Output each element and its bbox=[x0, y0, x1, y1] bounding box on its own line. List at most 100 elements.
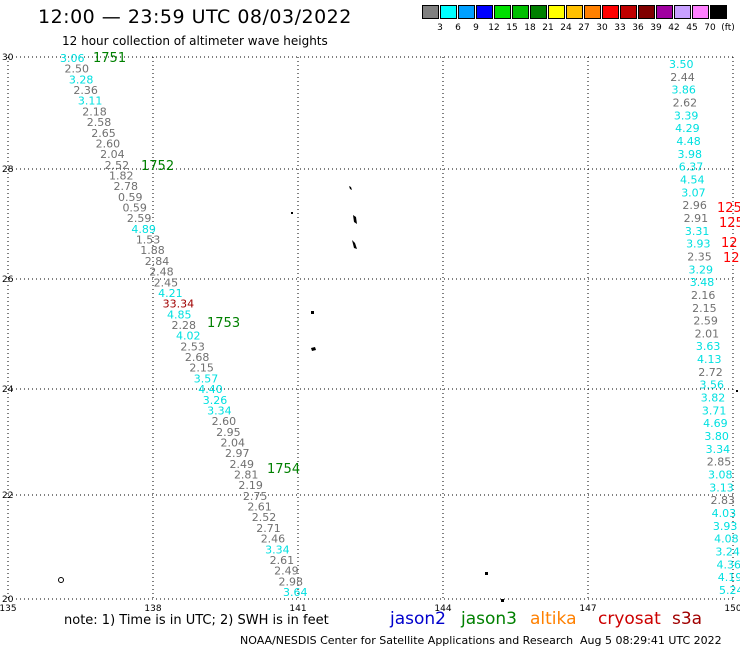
legend-label: 18 bbox=[524, 23, 536, 33]
pass-time-label: 1754 bbox=[267, 462, 300, 477]
wave-height-value: 4.13 bbox=[697, 353, 722, 366]
wave-height-value: 2.18 bbox=[82, 105, 107, 118]
wave-height-value: 3.39 bbox=[674, 109, 699, 122]
credit-text: NOAA/NESDIS Center for Satellite Applica… bbox=[240, 634, 574, 647]
wave-height-value: 2.60 bbox=[96, 137, 121, 150]
wave-height-value: 1.88 bbox=[140, 244, 165, 257]
wave-height-value: 2.04 bbox=[221, 436, 246, 449]
wave-height-value: 2.48 bbox=[149, 266, 174, 279]
wave-height-value: 3.86 bbox=[671, 84, 696, 97]
mission-label-s3a: s3a bbox=[672, 609, 703, 629]
island bbox=[485, 572, 488, 575]
wave-height-value: 2.72 bbox=[698, 366, 723, 379]
wave-height-value: 2.75 bbox=[243, 490, 267, 503]
legend-label: 30 bbox=[596, 23, 608, 33]
wave-height-value: 4.36 bbox=[717, 558, 740, 571]
wave-height-value: 2.16 bbox=[691, 289, 716, 302]
island bbox=[311, 311, 314, 314]
wave-height-value: 4.89 bbox=[131, 223, 156, 236]
wave-height-value: 3.93 bbox=[686, 238, 711, 251]
legend-label: 6 bbox=[455, 23, 461, 33]
wave-height-value: 3.63 bbox=[696, 340, 721, 353]
pass-time-label: 125 bbox=[719, 216, 740, 231]
wave-height-value: 4.85 bbox=[167, 308, 192, 321]
legend-swatch bbox=[710, 5, 727, 19]
wave-height-value: 3.29 bbox=[689, 263, 714, 276]
y-tick-label: 24 bbox=[2, 385, 14, 395]
legend-label: 39 bbox=[650, 23, 662, 33]
wave-height-value: 3.80 bbox=[704, 430, 729, 443]
wave-height-value: 2.49 bbox=[274, 565, 299, 578]
pass-time-label: 12 bbox=[721, 236, 738, 251]
x-tick-label: 150 bbox=[724, 604, 740, 614]
legend-label: 45 bbox=[686, 23, 698, 33]
wave-height-value: 2.62 bbox=[673, 96, 698, 109]
wave-height-value: 3.34 bbox=[265, 543, 290, 556]
wave-height-value: 3.64 bbox=[283, 586, 308, 599]
wave-height-value: 2.65 bbox=[91, 127, 116, 140]
wave-height-value: 2.04 bbox=[100, 148, 125, 161]
legend-swatch bbox=[458, 5, 475, 19]
map-grid bbox=[7, 56, 734, 600]
wave-height-value: 4.02 bbox=[176, 330, 201, 343]
wave-height-value: 2.95 bbox=[216, 426, 241, 439]
wave-height-value: 2.85 bbox=[707, 456, 732, 469]
legend-label: 42 bbox=[668, 23, 680, 33]
wave-height-value: 2.98 bbox=[279, 575, 304, 588]
wave-height-value: 2.35 bbox=[687, 250, 712, 263]
wave-height-value: 4.21 bbox=[158, 287, 183, 300]
wave-height-value: 2.59 bbox=[127, 212, 151, 225]
legend-swatch bbox=[422, 5, 439, 19]
wave-height-value: 2.83 bbox=[710, 494, 735, 507]
legend-swatch bbox=[440, 5, 457, 19]
wave-height-value: 4.48 bbox=[676, 135, 701, 148]
x-tick-label: 147 bbox=[579, 604, 596, 614]
legend-swatch bbox=[566, 5, 583, 19]
island bbox=[501, 599, 504, 602]
y-tick-label: 20 bbox=[2, 595, 14, 605]
wave-height-value: 4.19 bbox=[718, 571, 740, 584]
wave-height-value: 2.84 bbox=[145, 255, 170, 268]
wave-height-value: 4.69 bbox=[703, 417, 728, 430]
wave-height-value: 3.82 bbox=[701, 392, 726, 405]
wave-height-value: 3.71 bbox=[702, 404, 727, 417]
wave-height-value: 3.50 bbox=[669, 58, 694, 71]
legend-label: (ft) bbox=[721, 23, 735, 33]
wave-height-value: 3.56 bbox=[699, 379, 724, 392]
wave-height-value: 2.61 bbox=[270, 554, 295, 567]
legend-label: 9 bbox=[473, 23, 479, 33]
mission-label-jason2: jason2 bbox=[390, 609, 446, 629]
y-tick-label: 30 bbox=[2, 53, 14, 63]
pass-time-label: 1752 bbox=[141, 159, 174, 174]
wave-height-value: 3.11 bbox=[78, 95, 103, 108]
wave-height-value: 2.36 bbox=[73, 84, 98, 97]
wave-height-value: 3.93 bbox=[713, 520, 738, 533]
wave-height-value: 0.59 bbox=[122, 202, 147, 215]
legend-swatch bbox=[674, 5, 691, 19]
x-tick-label: 144 bbox=[434, 604, 451, 614]
legend-swatch bbox=[602, 5, 619, 19]
wave-height-value: 2.91 bbox=[684, 212, 709, 225]
legend-swatch bbox=[638, 5, 655, 19]
legend-label: 15 bbox=[506, 23, 518, 33]
wave-height-value: 0.59 bbox=[118, 191, 143, 204]
y-tick-label: 26 bbox=[2, 275, 14, 285]
legend-label: 3 bbox=[437, 23, 443, 33]
land-features bbox=[58, 186, 738, 602]
wave-height-value: 3.34 bbox=[207, 404, 232, 417]
wave-height-value: 3.31 bbox=[685, 225, 710, 238]
wave-height-value: 2.52 bbox=[252, 511, 277, 524]
wave-height-value: 3.26 bbox=[203, 394, 228, 407]
wave-height-value: 2.60 bbox=[212, 415, 237, 428]
legend-label: 21 bbox=[542, 23, 554, 33]
x-tick-label: 141 bbox=[289, 604, 306, 614]
x-tick-label: 135 bbox=[0, 604, 17, 614]
legend-label: 33 bbox=[614, 23, 626, 33]
wave-height-value: 1.53 bbox=[136, 234, 161, 247]
island bbox=[58, 577, 64, 583]
legend-label: 24 bbox=[560, 23, 572, 33]
generated-timestamp: Aug 5 08:29:41 UTC 2022 bbox=[580, 634, 722, 647]
wave-height-value: 3.06 bbox=[60, 52, 85, 65]
island bbox=[311, 347, 316, 351]
